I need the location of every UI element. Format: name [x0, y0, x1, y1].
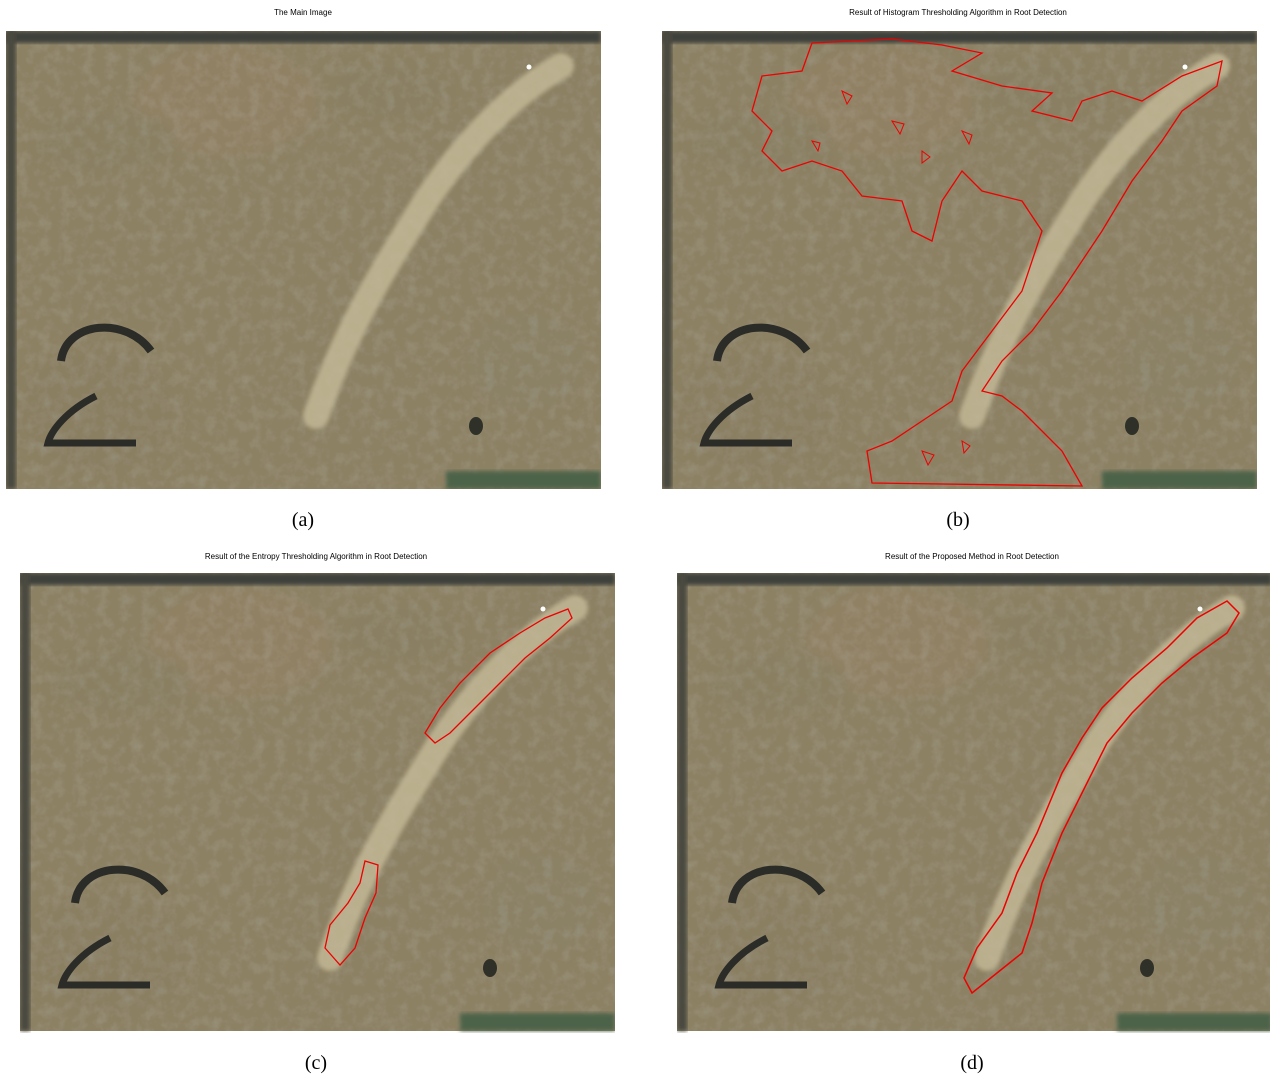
panel-caption: (b)	[946, 509, 969, 532]
soil-image	[662, 31, 1257, 489]
panel-caption: (a)	[292, 509, 314, 532]
figure: {"panels": [ {"title": "The Main Image",…	[0, 0, 1270, 1079]
panel-image	[6, 31, 601, 489]
soil-image	[677, 573, 1270, 1031]
panel-image	[662, 31, 1257, 489]
panel-title: Result of the Entropy Thresholding Algor…	[205, 552, 427, 561]
panel-caption: (d)	[960, 1052, 983, 1075]
panel-caption: (c)	[305, 1052, 327, 1075]
soil-image	[6, 31, 601, 489]
panel-title: Result of the Proposed Method in Root De…	[885, 552, 1059, 561]
panel-title: Result of Histogram Thresholding Algorit…	[849, 8, 1067, 17]
panel-image	[20, 573, 615, 1033]
panel-title: The Main Image	[274, 8, 332, 17]
panel-image	[677, 573, 1270, 1033]
soil-image	[20, 573, 615, 1031]
